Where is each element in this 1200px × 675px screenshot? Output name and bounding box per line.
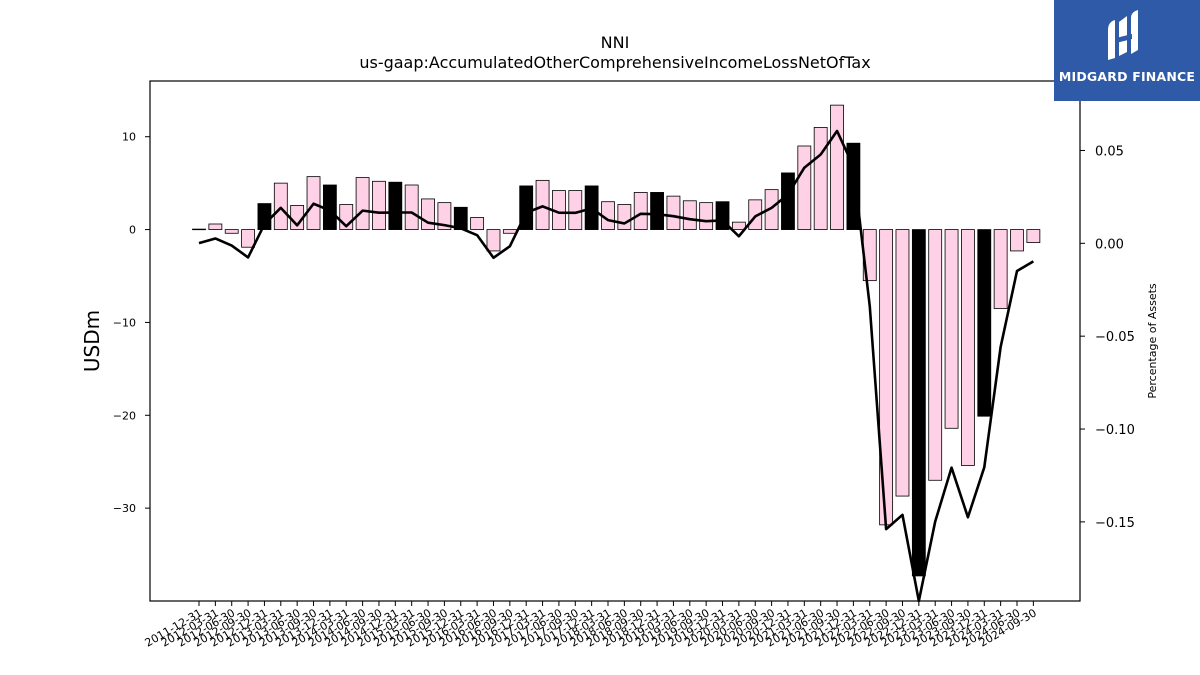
bar [355, 177, 370, 230]
bar [535, 179, 550, 230]
y2-tick-label: 0.05 [1095, 144, 1124, 159]
bar [404, 184, 419, 230]
bar [372, 180, 386, 230]
bar [781, 172, 795, 230]
y2-tick-label: −0.10 [1095, 423, 1135, 438]
bar [208, 223, 223, 230]
bar [617, 204, 632, 230]
bar [421, 198, 435, 230]
line-path [198, 129, 1035, 603]
bar [731, 221, 746, 230]
bar [1026, 229, 1041, 243]
bar [650, 192, 664, 230]
bar-series [192, 104, 1041, 577]
bar [764, 189, 779, 230]
bar [797, 145, 812, 230]
bar [699, 202, 714, 230]
bar [486, 229, 501, 252]
bar [470, 217, 485, 230]
bar [192, 228, 206, 231]
logo-mark-icon [1108, 10, 1138, 60]
bar [911, 229, 926, 577]
y-tick-label: −20 [113, 409, 136, 422]
bar [502, 229, 517, 234]
line-series [198, 129, 1035, 603]
bar [224, 229, 239, 234]
axes: 100−10−20−300.050.00−0.05−0.10−0.152011-… [113, 80, 1135, 650]
chart-subtitle: us-gaap:AccumulatedOtherComprehensiveInc… [359, 53, 870, 72]
bar [846, 142, 861, 230]
bar [895, 229, 910, 497]
y2-tick-label: −0.05 [1095, 330, 1135, 345]
brand-logo: MIDGARD FINANCE [1054, 0, 1200, 101]
y-tick-label: 0 [129, 224, 136, 237]
bar [682, 200, 697, 230]
bar [961, 229, 975, 466]
bar [437, 202, 452, 230]
bar [944, 229, 959, 429]
y2-axis-label: Percentage of Assets [1146, 283, 1159, 399]
y2-tick-label: 0.00 [1095, 237, 1124, 252]
y-tick-label: 10 [122, 131, 136, 144]
bar [388, 181, 403, 230]
bar [633, 192, 648, 230]
bar [977, 229, 992, 417]
y2-tick-label: −0.15 [1095, 516, 1135, 531]
bar [241, 229, 255, 248]
bar [928, 229, 943, 481]
chart-title: NNI [601, 33, 630, 52]
logo-text: MIDGARD FINANCE [1058, 69, 1196, 84]
bar [993, 229, 1008, 309]
y-tick-label: −10 [113, 316, 136, 329]
bar [830, 104, 844, 230]
bar [813, 127, 828, 230]
bar [1010, 229, 1024, 252]
y-axis-label: USDm [80, 310, 104, 372]
bar [568, 190, 583, 230]
y-tick-label: −30 [113, 502, 136, 515]
bar [666, 195, 681, 230]
plot-frame [149, 80, 1081, 602]
bar [273, 182, 288, 230]
